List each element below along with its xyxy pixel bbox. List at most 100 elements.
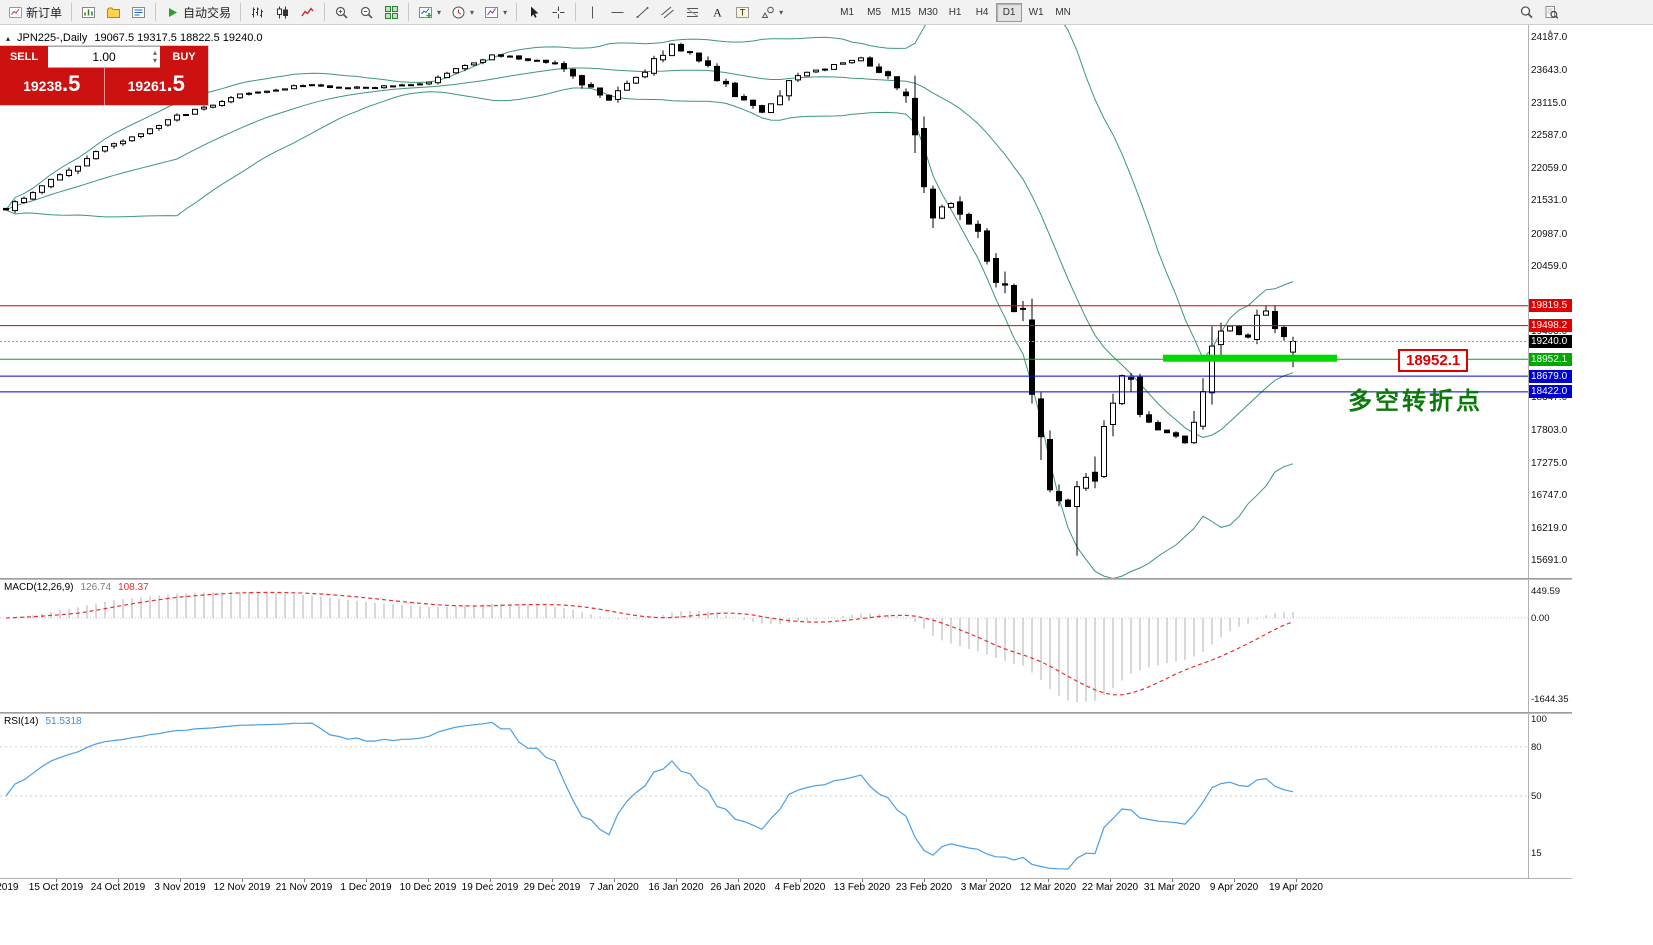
buy-price-button[interactable]: 19261.5 — [105, 68, 209, 105]
dropdown-arrow-icon: ▾ — [437, 7, 442, 17]
macd-label: MACD(12,26,9) 126.74 108.37 — [4, 582, 149, 593]
price-chart-panel[interactable]: ▴ JPN225-,Daily 19067.5 19317.5 18822.5 … — [0, 25, 1572, 578]
macd-scale-min: -1644.35 — [1531, 694, 1569, 705]
volume-field[interactable]: 1.00 ▴ ▾ — [48, 46, 160, 68]
indicators-button[interactable]: ▾ — [413, 2, 446, 23]
shapes-button[interactable]: ▾ — [755, 2, 788, 23]
rsi-name: RSI(14) — [4, 716, 39, 727]
toolbar-separator — [516, 3, 518, 21]
crosshair-button[interactable] — [546, 2, 571, 23]
timeframe-h4-button[interactable]: H4 — [975, 6, 989, 18]
panel-splitter[interactable] — [0, 712, 1572, 714]
price-level-tag: 19498.2 — [1529, 319, 1572, 333]
dropdown-arrow-icon: ▾ — [503, 7, 508, 17]
time-tick — [56, 879, 57, 882]
time-tick — [242, 879, 243, 882]
periods-icon — [451, 5, 466, 20]
date-label: 29 Dec 2019 — [523, 882, 581, 893]
highlight-trendline[interactable] — [1163, 354, 1337, 362]
search-document-button[interactable] — [1539, 2, 1564, 23]
zoom-out-button[interactable] — [354, 2, 379, 23]
timeframe-mn-button[interactable]: MN — [1055, 6, 1071, 18]
timeframe-w1-button[interactable]: W1 — [1028, 6, 1044, 18]
date-label: 12 Nov 2019 — [213, 882, 271, 893]
volume-spinner: ▴ ▾ — [153, 49, 157, 65]
buy-button[interactable]: BUY — [160, 46, 208, 68]
line-chart-button[interactable] — [295, 2, 320, 23]
price-axis[interactable]: 24187.0 23643.0 23115.0 22587.0 22059.0 21531… — [1528, 25, 1572, 578]
rsi-label: RSI(14) 51.5318 — [4, 716, 82, 727]
panel-splitter[interactable] — [0, 578, 1572, 580]
horizontal-level-lines[interactable] — [0, 305, 1528, 393]
zoom-out-icon — [359, 5, 374, 20]
timeframe-m30-button[interactable]: M30 — [918, 6, 938, 18]
crosshair-icon — [551, 5, 566, 20]
dropdown-arrow-icon: ▾ — [470, 7, 475, 17]
rsi-scale-label: 100 — [1531, 714, 1547, 725]
market-watch-button[interactable] — [126, 2, 151, 23]
volume-value: 1.00 — [92, 50, 116, 64]
profiles-button[interactable] — [101, 2, 126, 23]
text-label-button[interactable]: T — [730, 2, 755, 23]
auto-trading-label: 自动交易 — [183, 5, 232, 20]
zoom-in-button[interactable] — [329, 2, 354, 23]
candlestick-chart-button[interactable] — [270, 2, 295, 23]
bar-chart-icon — [250, 5, 265, 20]
time-tick — [366, 879, 367, 882]
charts-button[interactable] — [76, 2, 101, 23]
bar-chart-button[interactable] — [245, 2, 270, 23]
buy-price-frac: .5 — [166, 71, 185, 96]
channel-button[interactable] — [655, 2, 680, 23]
turning-point-annotation[interactable]: 多空转折点 — [1348, 389, 1483, 415]
date-label: 31 Mar 2020 — [1143, 882, 1201, 893]
time-axis[interactable]: 8 Oct 2019 15 Oct 2019 24 Oct 2019 3 Nov 20… — [0, 878, 1572, 895]
fibonacci-button[interactable] — [680, 2, 705, 23]
one-click-toggle-icon[interactable]: ▴ — [6, 33, 11, 43]
time-tick — [118, 879, 119, 882]
templates-icon — [484, 5, 499, 20]
cursor-icon — [526, 5, 541, 20]
horizontal-line-button[interactable] — [605, 2, 630, 23]
templates-button[interactable]: ▾ — [479, 2, 512, 23]
scroll-up-icon[interactable]: ▴ — [1548, 26, 1553, 36]
date-label: 19 Dec 2019 — [461, 882, 519, 893]
text-label-icon: T — [735, 5, 750, 20]
rsi-scale-label: 15 — [1531, 848, 1542, 860]
toolbar-right-group — [1514, 0, 1564, 24]
tile-windows-button[interactable] — [379, 2, 404, 23]
volume-up-button[interactable]: ▴ — [152, 48, 157, 57]
sell-button[interactable]: SELL — [0, 46, 48, 68]
vertical-line-icon — [585, 5, 600, 20]
cursor-button[interactable] — [521, 2, 546, 23]
timeframe-m1-button[interactable]: M1 — [840, 6, 855, 18]
price-chart-plot[interactable] — [0, 25, 1528, 578]
timeframe-d1-button[interactable]: D1 — [996, 2, 1023, 22]
time-tick — [1234, 879, 1235, 882]
rsi-panel[interactable]: RSI(14) 51.5318 100 80 50 15 — [0, 714, 1572, 878]
timeframe-m5-button[interactable]: M5 — [867, 6, 882, 18]
date-label: 10 Dec 2019 — [399, 882, 457, 893]
price-annotation-label[interactable]: 18952.1 — [1398, 349, 1469, 372]
timeframe-h1-button[interactable]: H1 — [948, 6, 962, 18]
macd-histogram — [14, 592, 1294, 702]
macd-panel[interactable]: MACD(12,26,9) 126.74 108.37 449.59 0.00 -1… — [0, 580, 1572, 712]
vertical-line-button[interactable] — [580, 2, 605, 23]
date-label: 15 Oct 2019 — [28, 882, 84, 893]
time-tick — [180, 879, 181, 882]
search-button[interactable] — [1514, 2, 1539, 23]
dropdown-arrow-icon: ▾ — [779, 7, 784, 17]
date-label: 23 Feb 2020 — [895, 882, 953, 893]
new-order-button[interactable]: 新订单 — [3, 2, 67, 23]
price-level-tag: 18952.1 — [1529, 352, 1572, 366]
date-label: 8 Oct 2019 — [0, 882, 19, 893]
search-document-icon — [1544, 5, 1559, 20]
volume-down-button[interactable]: ▾ — [152, 56, 157, 65]
sell-price-button[interactable]: 19238.5 — [0, 68, 105, 105]
trendline-button[interactable] — [630, 2, 655, 23]
timeframe-m15-button[interactable]: M15 — [891, 6, 911, 18]
date-label: 13 Feb 2020 — [833, 882, 891, 893]
auto-trading-button[interactable]: 自动交易 — [160, 2, 236, 23]
periods-button[interactable]: ▾ — [446, 2, 479, 23]
text-button[interactable]: A — [705, 2, 730, 23]
one-click-trading-panel: SELL 1.00 ▴ ▾ BUY 19238.5 19261.5 — [0, 46, 208, 105]
